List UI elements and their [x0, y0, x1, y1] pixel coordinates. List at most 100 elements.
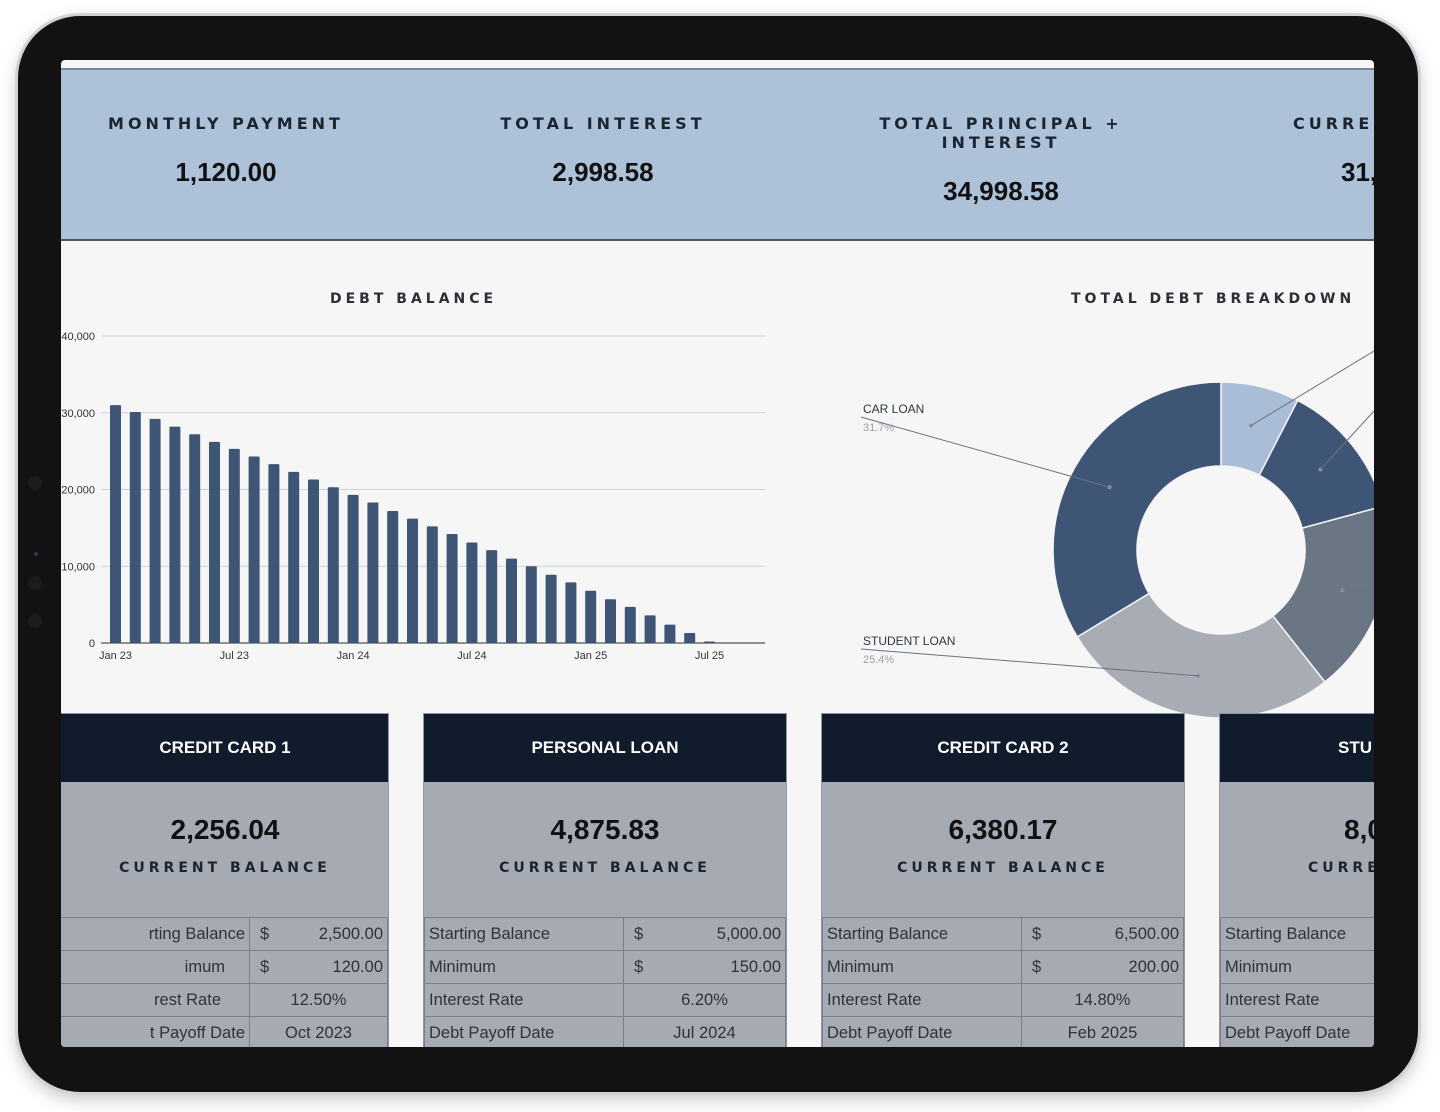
y-tick-label: 10,000	[61, 561, 95, 573]
card-balance: 4,875.83	[550, 814, 660, 845]
row-value: 6,500.00	[1052, 917, 1184, 951]
debt-card-personal-loan[interactable]: PERSONAL LOAN 4,875.83 CURRENT BALANCE S…	[423, 713, 787, 1047]
table-row: Debt Payoff Date Jul 2024	[424, 1016, 786, 1047]
bar	[605, 599, 616, 643]
y-tick-label: 30,000	[61, 408, 95, 420]
kpi-label: CURREN	[1293, 114, 1374, 133]
x-tick-label: Jan 24	[337, 650, 370, 662]
card-title: CREDIT CARD 1	[61, 714, 388, 782]
bar	[347, 494, 359, 643]
row-value: Feb 2025	[1021, 1016, 1184, 1047]
dashboard-screen: MONTHLY PAYMENT 1,120.00 TOTAL INTEREST …	[61, 60, 1374, 1047]
card-balance-caption: CURRENT BALANCE	[897, 860, 1109, 876]
debt-balance-chart: 0 10,000 20,000 30,000 40,000 Jan 23 Jul 23 Jan…	[61, 331, 765, 662]
bar	[525, 566, 537, 643]
tablet-frame: MONTHLY PAYMENT 1,120.00 TOTAL INTEREST …	[18, 16, 1418, 1092]
bar	[149, 418, 161, 643]
row-value: 150.00	[654, 950, 786, 984]
bar	[466, 542, 478, 643]
table-row: Interest Rate	[1220, 983, 1374, 1017]
table-row: rting Balance $ 2,500.00	[61, 917, 388, 951]
leader-line	[860, 416, 1110, 488]
currency: $	[623, 950, 654, 984]
table-row: Debt Payoff Date Feb 2025	[822, 1016, 1184, 1047]
donut-percent: 31.7%	[863, 422, 894, 434]
table-row: Minimum $ 200.00	[822, 950, 1184, 984]
row-label: Starting Balance	[822, 917, 1022, 951]
bar	[129, 411, 141, 643]
card-balance: 8,0	[1344, 814, 1374, 845]
donut-label: STUDENT LOAN	[863, 634, 955, 648]
bar	[189, 434, 201, 643]
row-value: 2,500.00	[280, 917, 388, 951]
bar	[308, 479, 319, 643]
row-value: 200.00	[1052, 950, 1184, 984]
debt-card-student-loan[interactable]: STU 8,0 CURRE Starting Balance Minimum I…	[1219, 713, 1374, 1047]
currency: $	[1021, 950, 1052, 984]
row-label: Interest Rate	[424, 983, 624, 1017]
donut-slice	[1271, 507, 1374, 684]
kpi-value: 1,120.00	[175, 157, 277, 187]
kpi-label: TOTAL INTEREST	[500, 114, 706, 133]
card-details-table: rting Balance $ 2,500.00 imum $ 120.00 r…	[61, 917, 388, 1047]
card-details-table: Starting Balance $ 5,000.00 Minimum $ 15…	[424, 917, 786, 1047]
currency: $	[1021, 917, 1052, 951]
currency: $	[249, 950, 280, 984]
table-row: Minimum	[1220, 950, 1374, 984]
leader-line	[1250, 350, 1374, 426]
row-value: Oct 2023	[249, 1016, 388, 1047]
bar	[684, 633, 696, 643]
row-label: Interest Rate	[1220, 983, 1374, 1017]
bar	[426, 526, 438, 643]
bar	[367, 502, 379, 643]
bar	[486, 550, 498, 643]
bar	[209, 441, 220, 643]
card-details-table: Starting Balance $ 6,500.00 Minimum $ 20…	[822, 917, 1184, 1047]
bar	[288, 471, 300, 643]
donut-percent: 25.4%	[863, 654, 894, 666]
table-row: Starting Balance $ 5,000.00	[424, 917, 786, 951]
row-label: imum	[61, 950, 250, 984]
donut-slice	[1052, 381, 1222, 638]
camera-dot	[34, 552, 38, 556]
currency: $	[623, 917, 654, 951]
donut-slice	[1258, 399, 1374, 530]
card-balance-caption: CURRENT BALANCE	[119, 860, 331, 876]
kpi-current-balance: CURREN 31,	[1293, 70, 1374, 188]
row-label: Starting Balance	[1220, 917, 1374, 951]
currency: $	[249, 917, 280, 951]
x-tick-label: Jul 24	[457, 650, 486, 662]
leader-line	[1320, 410, 1374, 470]
kpi-value: 31,	[1341, 157, 1374, 187]
row-label: Debt Payoff Date	[822, 1016, 1022, 1047]
leader-line	[860, 648, 1199, 677]
bar	[387, 510, 399, 643]
bar	[110, 405, 121, 643]
row-label: Starting Balance	[424, 917, 624, 951]
kpi-band: MONTHLY PAYMENT 1,120.00 TOTAL INTEREST …	[61, 68, 1374, 241]
row-value: 5,000.00	[654, 917, 786, 951]
debt-card-credit-card-2[interactable]: CREDIT CARD 2 6,380.17 CURRENT BALANCE S…	[821, 713, 1185, 1047]
x-tick-label: Jan 23	[99, 650, 132, 662]
card-title: CREDIT CARD 2	[822, 714, 1184, 782]
row-label: t Payoff Date	[61, 1016, 250, 1047]
tablet-button	[28, 476, 42, 490]
row-value: Jul 2024	[623, 1016, 786, 1047]
row-value: 6.20%	[623, 983, 786, 1017]
kpi-monthly-payment: MONTHLY PAYMENT 1,120.00	[61, 70, 406, 188]
bar	[407, 518, 418, 643]
table-row: Starting Balance	[1220, 917, 1374, 951]
card-balance-caption: CURRE	[1308, 860, 1374, 876]
bar	[664, 624, 676, 643]
row-label: Interest Rate	[822, 983, 1022, 1017]
kpi-value: 2,998.58	[552, 157, 654, 187]
card-details-table: Starting Balance Minimum Interest Rate D…	[1220, 917, 1374, 1047]
y-tick-label: 40,000	[61, 331, 95, 343]
row-value: 120.00	[280, 950, 388, 984]
row-label: Debt Payoff Date	[1220, 1016, 1374, 1047]
table-row: imum $ 120.00	[61, 950, 388, 984]
row-label: Minimum	[424, 950, 624, 984]
table-row: t Payoff Date Oct 2023	[61, 1016, 388, 1047]
row-value: 14.80%	[1021, 983, 1184, 1017]
debt-card-credit-card-1[interactable]: CREDIT CARD 1 2,256.04 CURRENT BALANCE r…	[61, 713, 389, 1047]
